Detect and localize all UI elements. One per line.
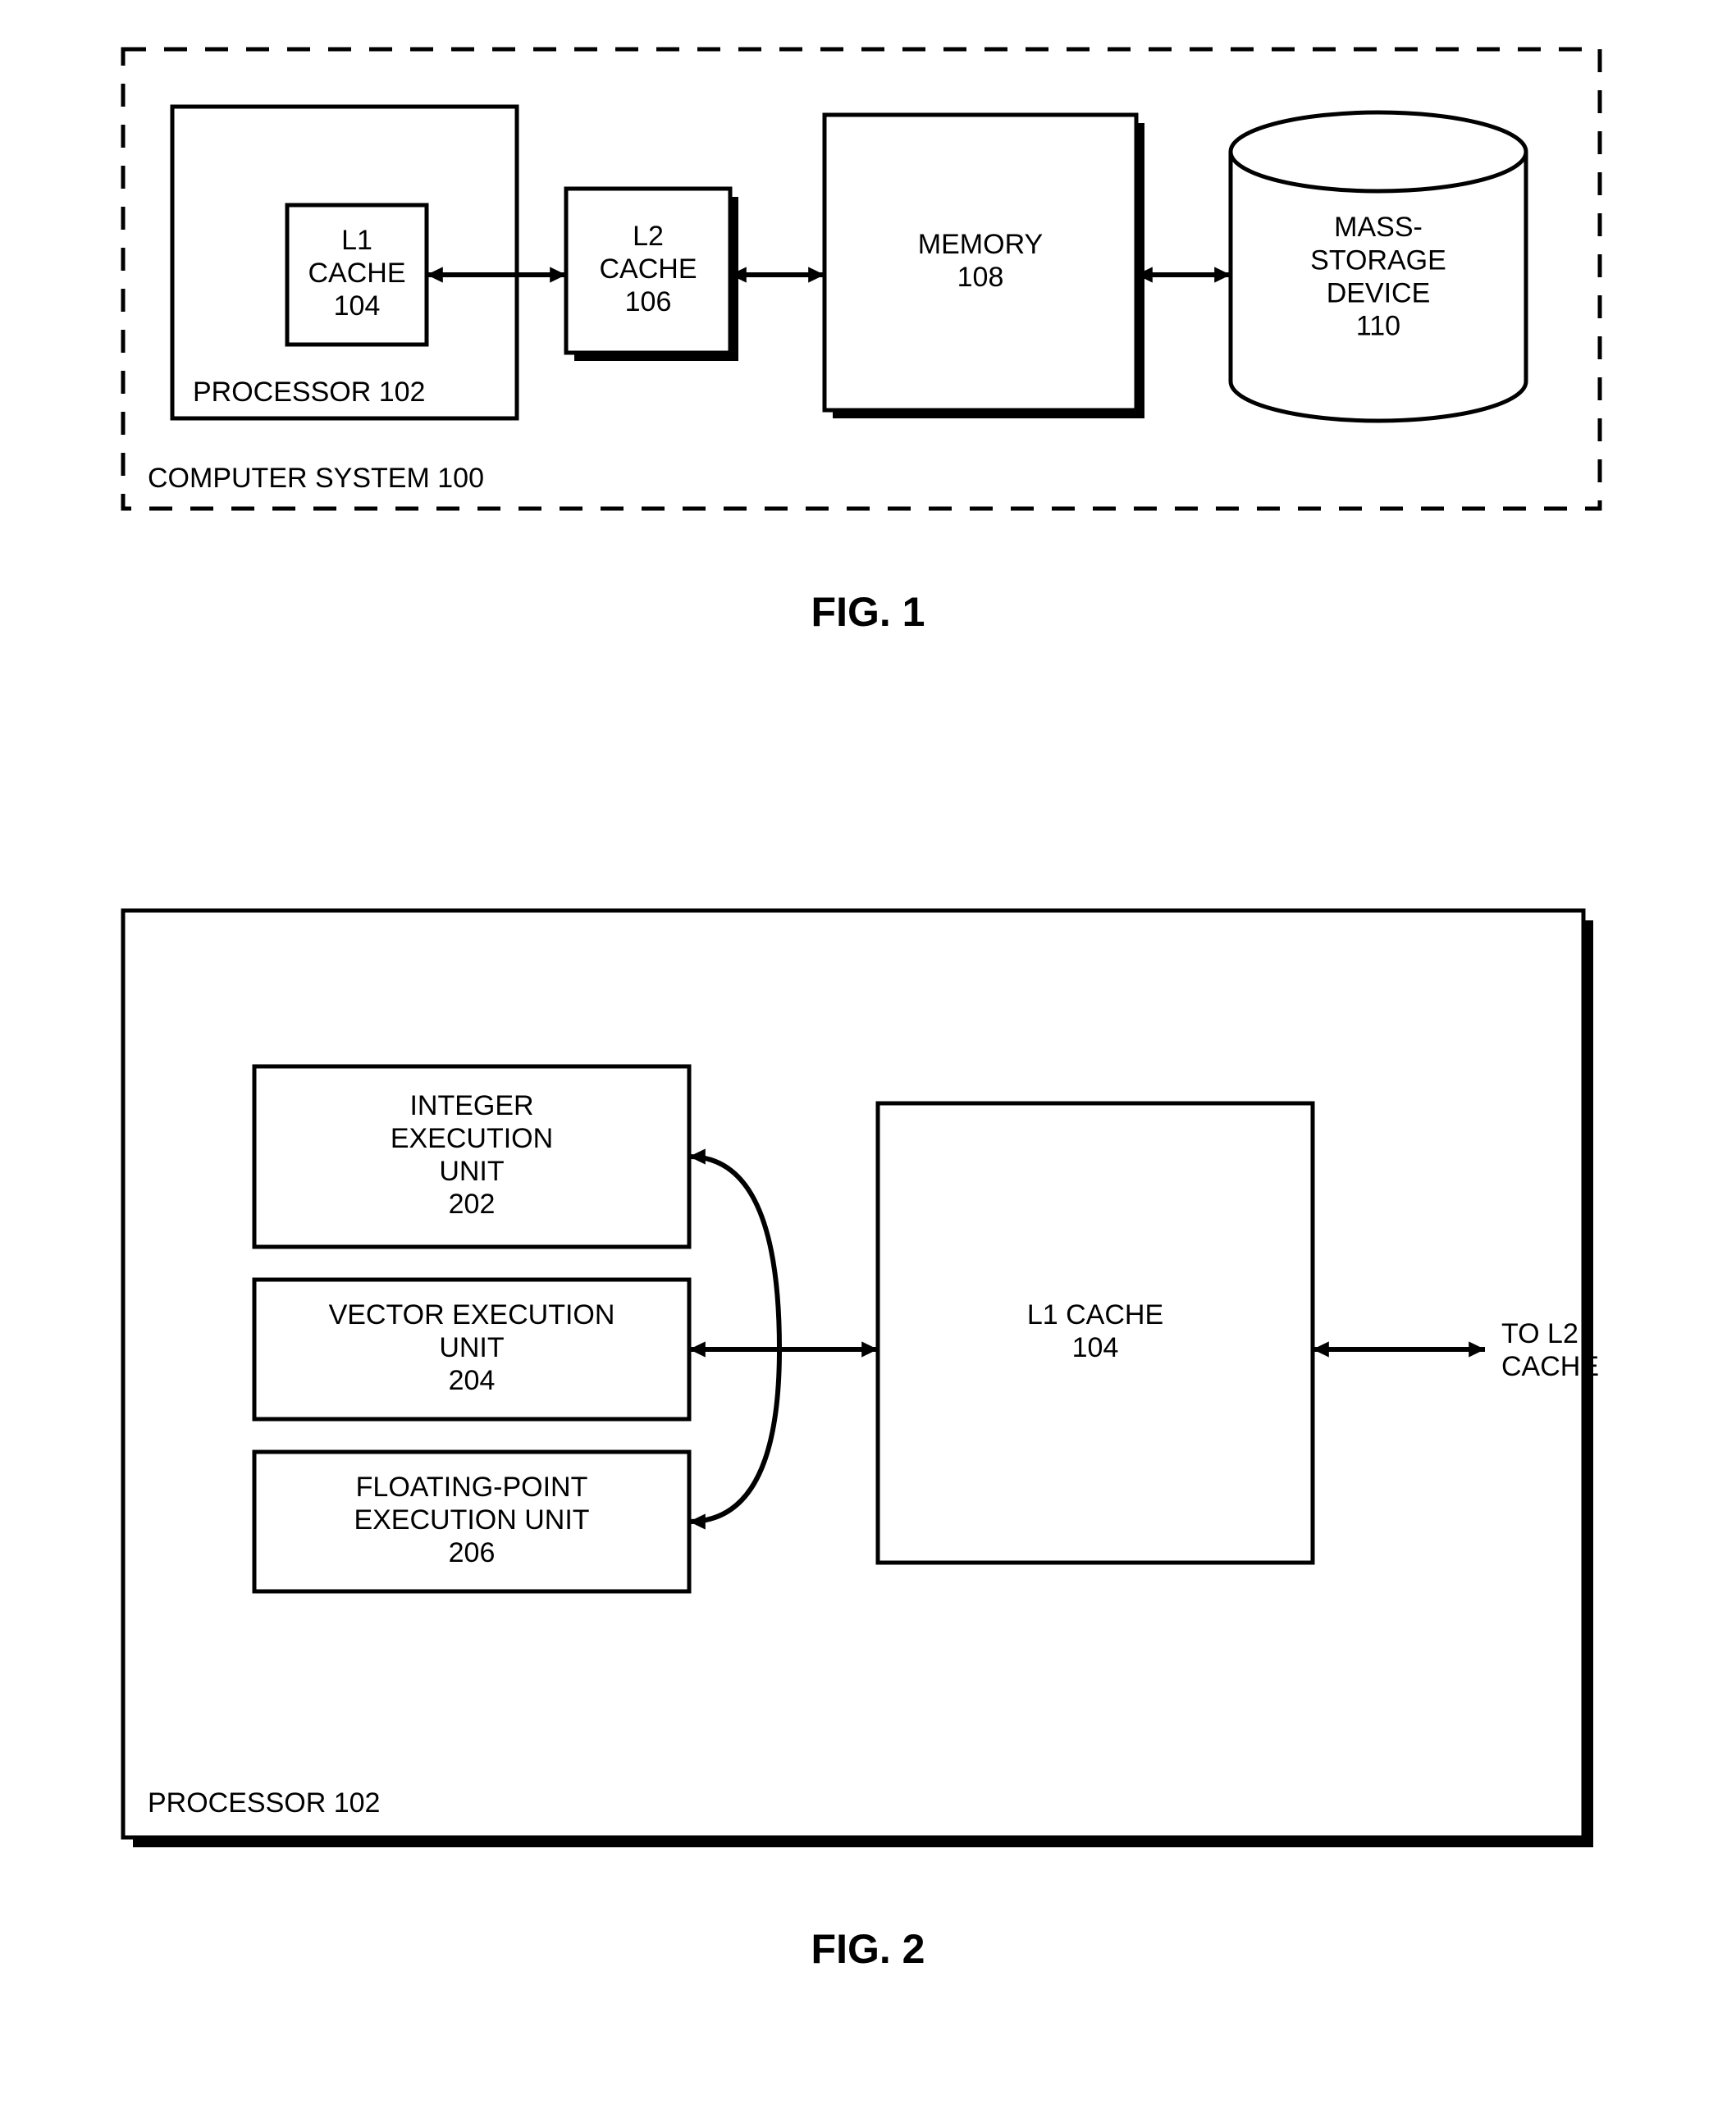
svg-text:204: 204 <box>449 1365 496 1396</box>
svg-text:FLOATING-POINT: FLOATING-POINT <box>356 1472 588 1503</box>
svg-text:EXECUTION: EXECUTION <box>391 1123 553 1154</box>
svg-text:106: 106 <box>625 286 672 317</box>
svg-text:CACHE: CACHE <box>1501 1351 1599 1382</box>
svg-text:UNIT: UNIT <box>439 1156 504 1187</box>
svg-text:DEVICE: DEVICE <box>1327 277 1431 308</box>
svg-text:UNIT: UNIT <box>439 1332 504 1363</box>
svg-text:MASS-: MASS- <box>1334 212 1423 243</box>
svg-text:PROCESSOR 102: PROCESSOR 102 <box>193 377 425 408</box>
svg-text:L1 CACHE: L1 CACHE <box>1027 1299 1163 1331</box>
svg-text:108: 108 <box>957 262 1004 293</box>
svg-text:L2: L2 <box>633 221 664 252</box>
svg-text:FIG. 1: FIG. 1 <box>811 589 925 635</box>
svg-text:206: 206 <box>449 1537 496 1568</box>
svg-text:FIG. 2: FIG. 2 <box>811 1926 925 1972</box>
svg-text:CACHE: CACHE <box>308 258 405 289</box>
svg-text:INTEGER: INTEGER <box>409 1090 533 1121</box>
svg-text:COMPUTER SYSTEM 100: COMPUTER SYSTEM 100 <box>148 463 484 494</box>
svg-text:VECTOR EXECUTION: VECTOR EXECUTION <box>329 1299 615 1331</box>
svg-text:STORAGE: STORAGE <box>1310 244 1446 276</box>
svg-text:MEMORY: MEMORY <box>918 229 1043 260</box>
svg-text:TO L2: TO L2 <box>1501 1318 1578 1349</box>
svg-text:202: 202 <box>449 1189 496 1220</box>
svg-text:EXECUTION UNIT: EXECUTION UNIT <box>354 1504 589 1536</box>
svg-text:110: 110 <box>1356 311 1400 342</box>
svg-text:CACHE: CACHE <box>599 253 697 285</box>
svg-text:L1: L1 <box>341 225 372 256</box>
svg-text:104: 104 <box>334 290 381 322</box>
svg-text:104: 104 <box>1072 1332 1119 1363</box>
svg-text:PROCESSOR 102: PROCESSOR 102 <box>148 1787 380 1819</box>
